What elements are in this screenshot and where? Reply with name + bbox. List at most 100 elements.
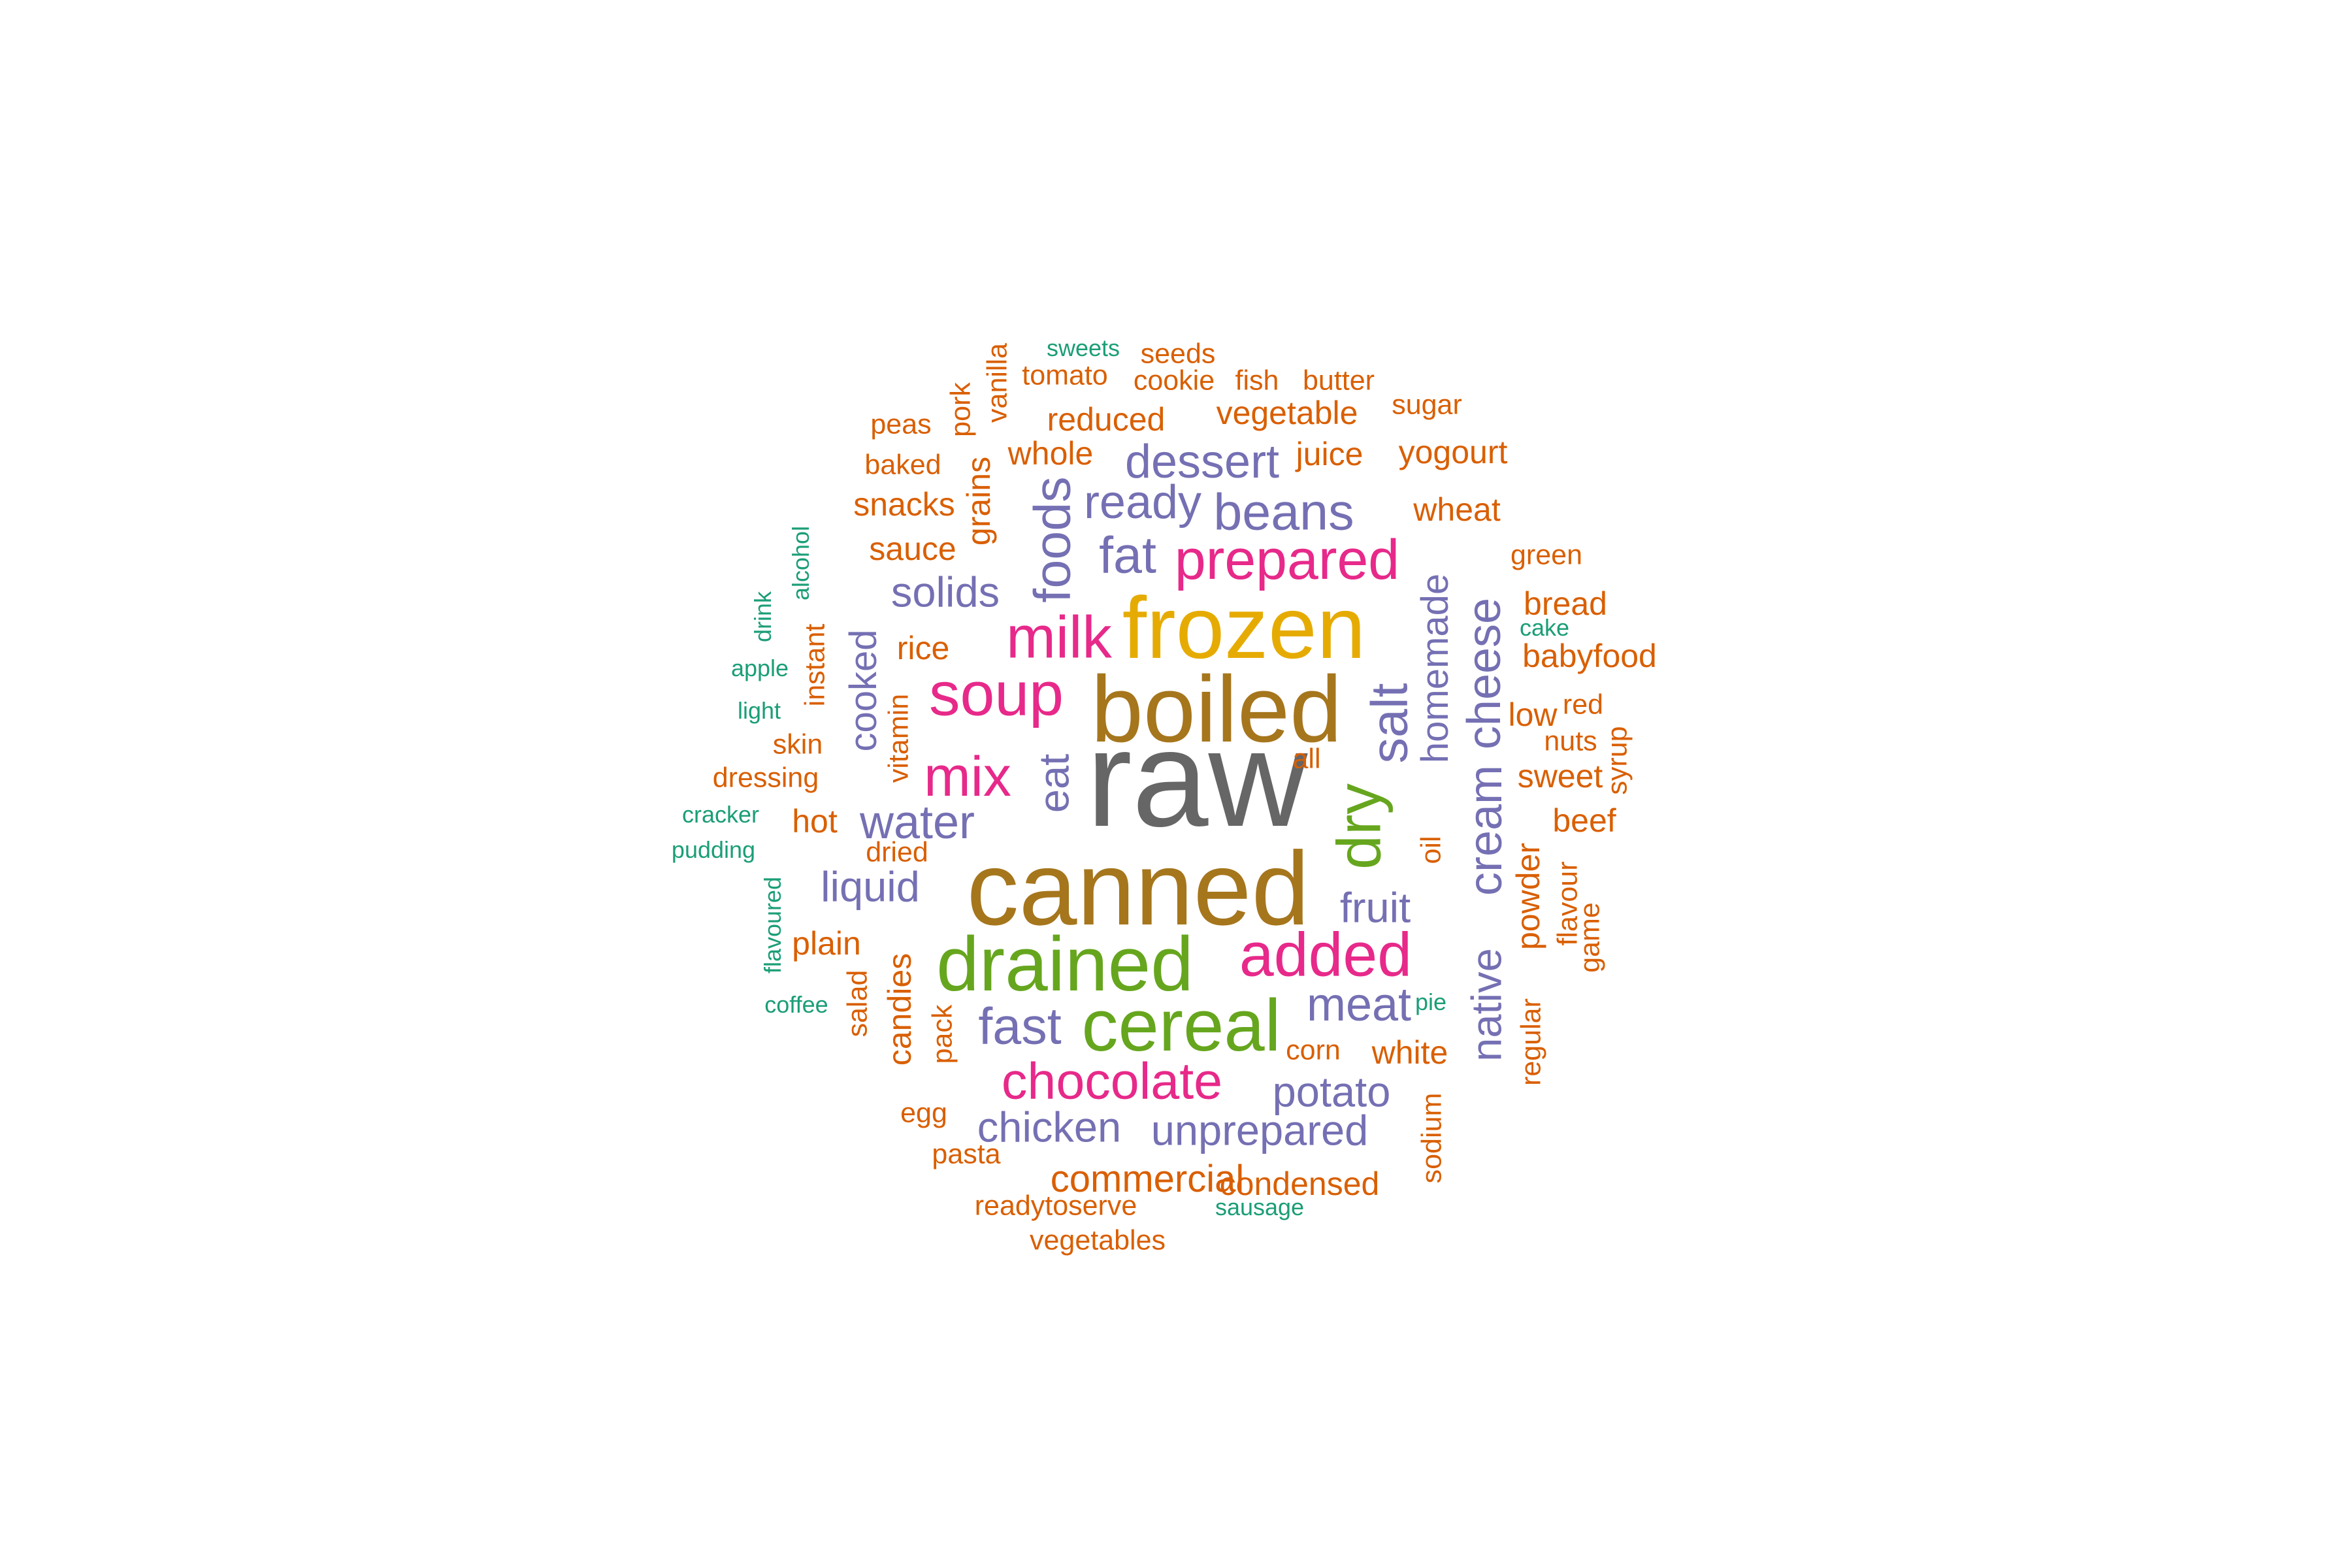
word-fish: fish [1235,365,1279,397]
word-sausage: sausage [1215,1194,1305,1220]
word-white: white [1371,1034,1448,1071]
word-chocolate: chocolate [1001,1051,1223,1110]
word-whole: whole [1007,435,1094,472]
word-liquid: liquid [821,862,920,911]
word-sodium: sodium [1416,1092,1448,1184]
word-powder: powder [1510,843,1546,950]
word-tomato: tomato [1022,359,1108,391]
word-coffee: coffee [764,991,828,1018]
word-plain: plain [792,925,861,962]
word-canned: canned [966,830,1310,947]
word-native: native [1462,948,1511,1062]
word-fast: fast [978,996,1062,1055]
word-green: green [1511,539,1582,571]
word-cake: cake [1519,614,1570,641]
word-cookie: cookie [1133,365,1215,397]
word-baked: baked [864,449,941,481]
word-potato: potato [1272,1068,1391,1116]
word-all: all [1292,743,1321,775]
word-prepared: prepared [1174,529,1400,591]
word-vanilla: vanilla [981,343,1013,423]
word-frozen: frozen [1122,580,1366,677]
word-low: low [1508,696,1558,733]
word-butter: butter [1303,365,1375,397]
word-pie: pie [1414,988,1447,1015]
word-boiled: boiled [1090,657,1343,762]
word-oil: oil [1415,836,1447,864]
word-nuts: nuts [1544,725,1597,757]
word-red: red [1562,689,1604,721]
word-dessert: dessert [1124,436,1280,488]
word-babyfood: babyfood [1522,638,1657,674]
word-instant: instant [799,623,831,707]
word-salt: salt [1360,683,1418,764]
word-solids: solids [890,568,1000,616]
word-alcohol: alcohol [787,525,814,601]
word-homemade: homemade [1414,573,1456,764]
word-corn: corn [1286,1034,1341,1066]
word-readytoserve: readytoserve [974,1190,1137,1222]
word-vegetables: vegetables [1030,1224,1166,1256]
word-wheat: wheat [1413,491,1501,528]
word-hot: hot [792,803,838,840]
word-light: light [737,697,781,724]
word-regular: regular [1515,998,1547,1086]
word-commercial: commercial [1050,1158,1245,1200]
word-mix: mix [924,745,1011,808]
word-dressing: dressing [712,762,819,794]
word-reduced: reduced [1047,401,1166,438]
word-syrup: syrup [1601,726,1633,795]
word-condensed: condensed [1219,1166,1380,1202]
word-unprepared: unprepared [1151,1106,1369,1154]
word-bread: bread [1524,585,1607,622]
word-cooked: cooked [842,629,885,752]
word-chicken: chicken [977,1103,1122,1151]
word-soup: soup [928,659,1064,729]
word-snacks: snacks [853,486,955,523]
word-yogourt: yogourt [1398,434,1508,470]
word-seeds: seeds [1140,338,1216,370]
word-beef: beef [1552,802,1616,839]
word-pasta: pasta [932,1138,1001,1170]
word-foods: foods [1022,476,1081,603]
word-fat: fat [1099,525,1156,584]
word-apple: apple [730,655,789,681]
word-meat: meat [1306,979,1412,1031]
word-milk: milk [1006,604,1112,671]
word-dry: dry [1324,783,1394,870]
word-sauce: sauce [869,531,956,567]
word-cream: cream [1460,764,1512,896]
word-sweets: sweets [1046,335,1120,361]
word-vegetable: vegetable [1216,395,1358,431]
word-vitamin: vitamin [883,693,915,783]
word-pack: pack [926,1004,958,1064]
word-cereal: cereal [1081,985,1281,1066]
word-candies: candies [881,953,918,1066]
word-flavoured: flavoured [759,876,786,974]
word-pork: pork [945,382,977,437]
word-dried: dried [866,836,928,868]
word-salad: salad [841,970,874,1037]
word-skin: skin [772,728,823,760]
word-game: game [1574,902,1606,973]
word-ready: ready [1083,476,1202,529]
word-sugar: sugar [1392,389,1462,421]
word-juice: juice [1296,436,1364,472]
word-peas: peas [870,408,932,440]
word-raw: raw [1086,702,1308,855]
word-grains: grains [960,456,997,546]
word-added: added [1239,920,1413,990]
word-eat: eat [1030,753,1078,813]
word-pudding: pudding [671,836,756,863]
word-water: water [859,796,975,849]
word-sweet: sweet [1517,758,1603,794]
word-egg: egg [900,1097,947,1129]
word-drained: drained [936,921,1194,1007]
word-cracker: cracker [681,801,760,828]
word-cheese: cheese [1458,597,1511,750]
word-rice: rice [896,630,950,666]
word-fruit: fruit [1339,883,1411,932]
word-beans: beans [1213,482,1354,541]
